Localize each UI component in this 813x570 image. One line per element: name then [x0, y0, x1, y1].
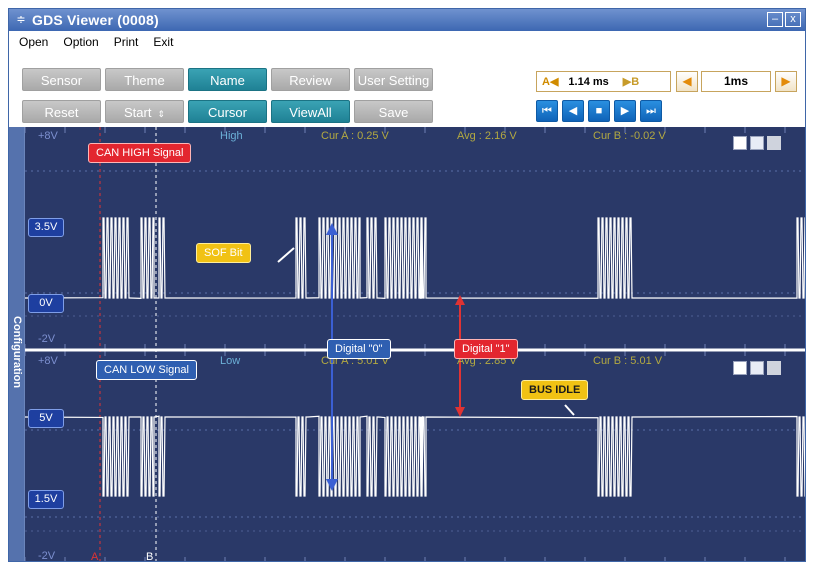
- timebase-increase-button[interactable]: ▶: [775, 71, 797, 92]
- sensor-button[interactable]: Sensor: [22, 68, 101, 91]
- cursor-button[interactable]: Cursor: [188, 100, 267, 123]
- review-button-label: Review: [289, 73, 332, 88]
- ch2-level-low: 1.5V: [28, 490, 64, 509]
- spinner-icon: ⇕: [157, 109, 165, 119]
- theme-button-label: Theme: [124, 73, 164, 88]
- ch1-view-controls: [733, 136, 781, 150]
- cursor-readout: A◀ 1.14 ms ▶B: [536, 71, 671, 92]
- review-button[interactable]: Review: [271, 68, 350, 91]
- name-button-label: Name: [210, 73, 245, 88]
- sof-bit-tag: SOF Bit: [196, 243, 251, 263]
- ch1-top-scale: +8V: [38, 130, 58, 142]
- save-button[interactable]: Save: [354, 100, 433, 123]
- close-button[interactable]: x: [785, 12, 801, 27]
- sof-pointer: [278, 248, 294, 262]
- cursor-button-label: Cursor: [208, 105, 247, 120]
- cursor-a-label[interactable]: A: [91, 551, 98, 562]
- ch2-close-box[interactable]: [767, 361, 781, 375]
- ch2-mode: Low: [220, 355, 240, 367]
- cursor-a-marker[interactable]: A◀: [542, 75, 558, 88]
- reset-button-label: Reset: [45, 105, 79, 120]
- configuration-label: Configuration: [10, 302, 24, 402]
- ch2-level-high: 5V: [28, 409, 64, 428]
- ch1-name-tag[interactable]: CAN HIGH Signal: [88, 143, 191, 163]
- ch2-maximize-box[interactable]: [750, 361, 764, 375]
- theme-button[interactable]: Theme: [105, 68, 184, 91]
- cursor-b-label[interactable]: B: [146, 551, 153, 562]
- ch1-avg: Avg : 2.16 V: [457, 130, 517, 142]
- menu-exit[interactable]: Exit: [153, 35, 173, 49]
- ch1-option-box[interactable]: [733, 136, 747, 150]
- ch2-bottom-scale: -2V: [38, 550, 55, 562]
- name-button[interactable]: Name: [188, 68, 267, 91]
- digital1-arrowhead-bottom: [455, 407, 465, 417]
- grid: [25, 127, 805, 562]
- ch2-name-tag[interactable]: CAN LOW Signal: [96, 360, 197, 380]
- start-button[interactable]: Start ⇕: [105, 100, 184, 123]
- viewall-button[interactable]: ViewAll: [271, 100, 350, 123]
- scope-display[interactable]: Configuration +8V -2V 3.5V 0V CAN HIGH S…: [9, 127, 805, 562]
- app-window: ≑ GDS Viewer (0008) – x Open Option Prin…: [8, 8, 806, 562]
- bus-idle-tag: BUS IDLE: [521, 380, 588, 400]
- timebase-decrease-button[interactable]: ◀: [676, 71, 698, 92]
- bus-idle-pointer: [565, 405, 574, 415]
- sensor-button-label: Sensor: [41, 73, 82, 88]
- ch2-view-controls: [733, 361, 781, 375]
- user-setting-button-label: User Setting: [358, 73, 430, 88]
- cursor-b-marker[interactable]: ▶B: [623, 75, 639, 88]
- ch1-cur-b: Cur B : -0.02 V: [593, 130, 666, 142]
- digital-0-tag: Digital "0": [327, 339, 391, 359]
- digital-1-tag: Digital "1": [454, 339, 518, 359]
- ch1-cur-a: Cur A : 0.25 V: [321, 130, 389, 142]
- digital1-arrowhead-top: [455, 295, 465, 305]
- can-low-trace: [25, 416, 805, 496]
- viewall-button-label: ViewAll: [289, 105, 331, 120]
- window-controls: – x: [767, 12, 801, 27]
- ch1-maximize-box[interactable]: [750, 136, 764, 150]
- configuration-panel-toggle[interactable]: Configuration: [9, 127, 25, 562]
- window-title: GDS Viewer (0008): [32, 12, 159, 28]
- title-bar: ≑ GDS Viewer (0008) – x: [9, 9, 805, 31]
- ch1-bottom-scale: -2V: [38, 333, 55, 345]
- ch1-close-box[interactable]: [767, 136, 781, 150]
- ch2-top-scale: +8V: [38, 355, 58, 367]
- ch1-mode: High: [220, 130, 243, 142]
- previous-button[interactable]: ◀: [562, 100, 584, 122]
- ch2-option-box[interactable]: [733, 361, 747, 375]
- ch2-cur-b: Cur B : 5.01 V: [593, 355, 662, 367]
- menu-option[interactable]: Option: [63, 35, 98, 49]
- play-button[interactable]: ▶: [614, 100, 636, 122]
- menu-bar: Open Option Print Exit: [9, 31, 805, 53]
- reset-button[interactable]: Reset: [22, 100, 101, 123]
- toolbar: Sensor Theme Name Review User Setting Re…: [9, 53, 805, 127]
- first-frame-button[interactable]: ⏮: [536, 100, 558, 122]
- can-high-trace: [25, 218, 805, 298]
- stop-button[interactable]: ■: [588, 100, 610, 122]
- last-frame-button[interactable]: ⏭: [640, 100, 662, 122]
- start-button-label: Start: [124, 105, 151, 120]
- minimize-button[interactable]: –: [767, 12, 783, 27]
- ch1-level-low: 0V: [28, 294, 64, 313]
- save-button-label: Save: [379, 105, 409, 120]
- timebase-display: 1ms: [701, 71, 771, 92]
- ch1-level-high: 3.5V: [28, 218, 64, 237]
- app-icon: ≑: [14, 13, 28, 27]
- cursor-delta-value: 1.14 ms: [568, 76, 608, 88]
- waveform-plot[interactable]: [25, 127, 805, 562]
- user-setting-button[interactable]: User Setting: [354, 68, 433, 91]
- menu-open[interactable]: Open: [19, 35, 48, 49]
- menu-print[interactable]: Print: [114, 35, 139, 49]
